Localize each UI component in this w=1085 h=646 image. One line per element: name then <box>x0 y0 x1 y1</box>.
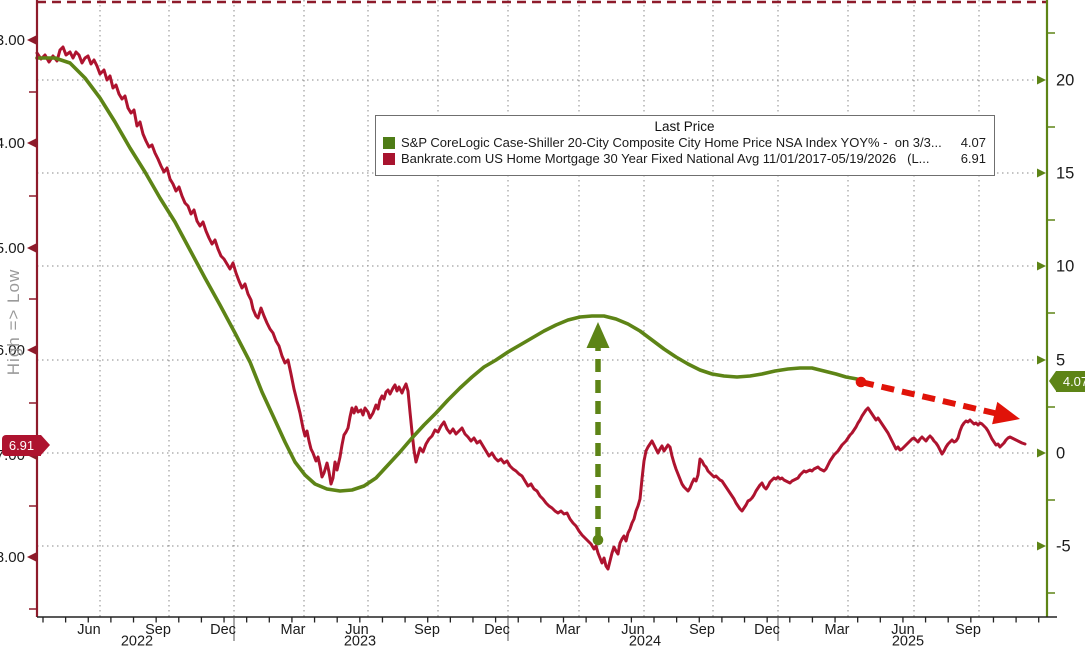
left-axis-title: High => Low <box>4 268 23 376</box>
x-axis-year-label: 2025 <box>892 634 924 646</box>
right-tick-arrow-icon <box>1037 355 1046 365</box>
trend-arrow-head-icon <box>992 401 1020 425</box>
left-axis-tick-label: 8.00 <box>0 549 25 566</box>
right-axis-tick-label: 20 <box>1056 72 1074 90</box>
legend-title: Last Price <box>654 119 715 134</box>
x-axis-year-label: 2024 <box>629 634 661 646</box>
x-axis-month-label: Sep <box>414 622 440 638</box>
red-series-swatch-icon <box>383 153 395 165</box>
case-shiller-line <box>35 56 859 493</box>
x-axis-month-label: Mar <box>825 622 850 638</box>
x-axis-year-label: 2023 <box>344 634 376 646</box>
legend-last-price: 6.91 <box>960 151 986 166</box>
left-axis-tick-label: 5.00 <box>0 240 25 257</box>
x-axis-month-label: Jun <box>621 622 644 638</box>
x-axis-month-label: Sep <box>955 622 981 638</box>
left-tick-arrow-icon <box>27 552 36 562</box>
right-tick-arrow-icon <box>1037 448 1046 458</box>
badge-value: 4.07 <box>1056 370 1085 392</box>
legend-last-price: 4.07 <box>960 135 986 150</box>
left-axis-tick-label: 4.00 <box>0 135 25 152</box>
trend-arrow-shaft <box>860 379 1001 418</box>
left-tick-arrow-icon <box>27 345 36 355</box>
x-axis-month-label: Mar <box>281 622 306 638</box>
right-axis-tick-label: 15 <box>1056 165 1074 183</box>
x-axis-month-label: Dec <box>484 622 510 638</box>
legend-row-case-shiller[interactable]: S&P CoreLogic Case-Shiller 20-City Compo… <box>383 135 986 151</box>
badge-arrow-icon <box>41 434 50 455</box>
right-tick-arrow-icon <box>1037 541 1046 551</box>
x-axis-month-label: Jun <box>77 622 100 638</box>
left-tick-arrow-icon <box>27 35 36 45</box>
x-axis-month-label: Sep <box>145 622 171 638</box>
x-axis-month-label: Jun <box>891 622 914 638</box>
legend-box: Last Price S&P CoreLogic Case-Shiller 20… <box>375 115 995 176</box>
x-axis-month-label: Sep <box>689 622 715 638</box>
badge-value: 6.91 <box>2 434 41 456</box>
left-axis-tick-label: 6.00 <box>0 342 25 359</box>
home-price-last-price-badge: 4.07 <box>1049 370 1085 392</box>
legend-label: S&P CoreLogic Case-Shiller 20-City Compo… <box>401 135 942 150</box>
right-axis-tick-label: -5 <box>1056 538 1071 556</box>
left-tick-arrow-icon <box>27 138 36 148</box>
right-tick-arrow-icon <box>1037 75 1046 85</box>
mortgage-rate-line <box>35 45 1027 571</box>
badge-arrow-icon <box>1049 370 1056 391</box>
right-axis-tick-label: 10 <box>1056 258 1074 276</box>
trend-arrow-origin-dot <box>592 534 604 546</box>
x-axis-month-label: Jun <box>345 622 368 638</box>
right-axis-tick-label: 0 <box>1056 445 1065 463</box>
legend-label: Bankrate.com US Home Mortgage 30 Year Fi… <box>401 151 930 166</box>
trend-arrow-head-icon <box>586 322 610 348</box>
right-tick-arrow-icon <box>1037 168 1046 178</box>
x-axis-month-label: Dec <box>754 622 780 638</box>
legend-row-bankrate[interactable]: Bankrate.com US Home Mortgage 30 Year Fi… <box>383 151 986 167</box>
left-tick-arrow-icon <box>27 243 36 253</box>
right-tick-arrow-icon <box>1037 261 1046 271</box>
right-axis-tick-label: 5 <box>1056 352 1065 370</box>
x-axis-year-label: 2022 <box>121 634 153 646</box>
green-series-swatch-icon <box>383 137 395 149</box>
x-axis-month-label: Dec <box>210 622 236 638</box>
mortgage-last-price-badge: 6.91 <box>2 434 50 456</box>
trend-arrow-origin-dot <box>855 376 867 388</box>
left-axis-tick-label: 3.00 <box>0 32 25 49</box>
x-axis-month-label: Mar <box>556 622 581 638</box>
